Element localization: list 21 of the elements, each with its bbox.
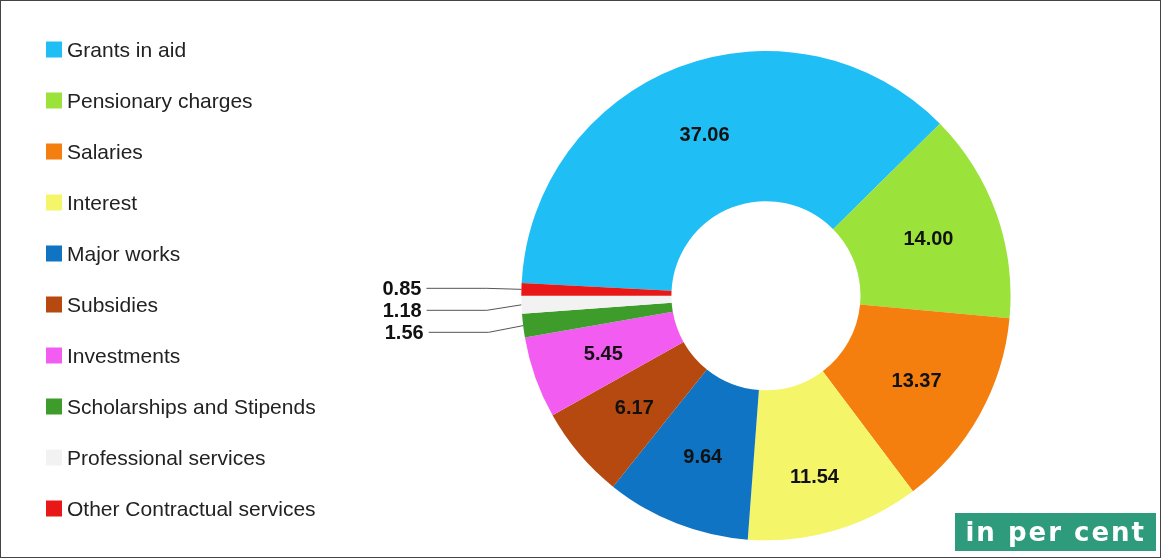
legend-label: Other Contractual services bbox=[67, 497, 316, 520]
text: in per cent bbox=[955, 513, 1156, 551]
legend-label: Pensionary charges bbox=[67, 89, 253, 112]
data-label: 37.06 bbox=[679, 123, 730, 146]
legend-label: Grants in aid bbox=[67, 38, 187, 61]
legend-label: Investments bbox=[67, 344, 181, 367]
legend-label: Scholarships and Stipends bbox=[67, 395, 316, 418]
data-label: 1.56 bbox=[384, 321, 424, 344]
legend-label: Professional services bbox=[67, 446, 266, 469]
data-label: 14.00 bbox=[903, 226, 954, 249]
data-label: 5.45 bbox=[583, 342, 623, 365]
data-label: 9.64 bbox=[683, 445, 724, 468]
legend-label: Subsidies bbox=[67, 293, 159, 316]
legend-label: Major works bbox=[67, 242, 181, 265]
data-label: 13.37 bbox=[891, 368, 942, 391]
data-label: 0.85 bbox=[382, 277, 422, 300]
legend-label: Interest bbox=[67, 191, 138, 214]
legend-label: Salaries bbox=[67, 140, 143, 163]
data-label: 6.17 bbox=[614, 396, 654, 419]
data-label: 1.18 bbox=[382, 299, 422, 322]
data-label: 11.54 bbox=[790, 465, 840, 488]
